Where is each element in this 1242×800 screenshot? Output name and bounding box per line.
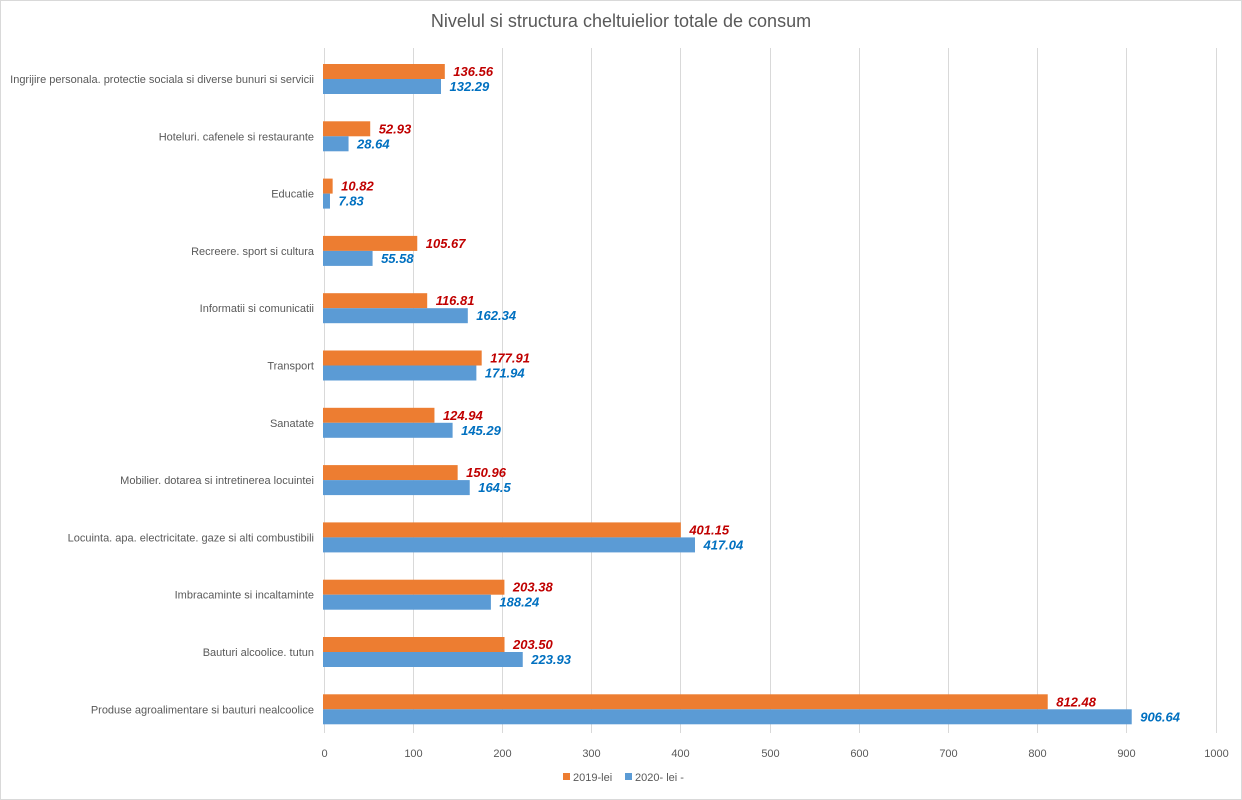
- data-label: 28.64: [356, 136, 390, 151]
- data-label: 177.91: [490, 351, 530, 366]
- data-label: 417.04: [702, 537, 744, 552]
- bar-2019: [323, 64, 445, 79]
- bar-2019: [323, 235, 418, 251]
- category-label: Hoteluri. cafenele si restaurante: [159, 131, 314, 143]
- bar-2019: [323, 350, 482, 366]
- x-tick-label: 800: [1028, 748, 1046, 760]
- category-label: Bauturi alcoolice. tutun: [203, 647, 314, 659]
- x-tick-label: 700: [939, 748, 957, 760]
- x-axis-ticks: 0 100 200 300 400 500 600 700 800 900 1000: [321, 748, 1228, 760]
- bars: [323, 64, 1132, 725]
- bar-2020: [323, 480, 470, 496]
- bar-2020: [323, 193, 330, 209]
- bar-2019: [323, 407, 435, 423]
- bar-2020: [323, 422, 453, 438]
- data-label: 162.34: [476, 308, 517, 323]
- data-label: 203.50: [512, 637, 554, 652]
- data-label: 906.64: [1140, 709, 1181, 724]
- bar-2019: [323, 694, 1048, 710]
- legend-swatch-2020: [625, 773, 632, 780]
- bar-2020: [323, 365, 477, 381]
- category-label: Ingrijire personala. protectie sociala s…: [10, 74, 314, 86]
- category-label: Produse agroalimentare si bauturi nealco…: [91, 704, 314, 716]
- data-label: 136.56: [453, 64, 494, 79]
- data-label: 223.93: [530, 652, 572, 667]
- bar-2019: [323, 293, 428, 309]
- x-tick-label: 400: [671, 748, 689, 760]
- bar-2019: [323, 465, 458, 481]
- data-label: 171.94: [485, 366, 526, 381]
- category-label: Informatii si comunicatii: [200, 303, 314, 315]
- gridlines: [324, 48, 1217, 733]
- x-tick-label: 200: [493, 748, 511, 760]
- legend-label: 2019-lei: [573, 772, 612, 784]
- bar-2019: [323, 178, 333, 194]
- data-label: 52.93: [379, 121, 412, 136]
- bar-2020: [323, 537, 695, 553]
- bar-2020: [323, 709, 1132, 725]
- data-label: 116.81: [436, 293, 475, 308]
- bar-2019: [323, 121, 371, 137]
- category-label: Recreere. sport si cultura: [191, 246, 315, 258]
- data-label: 105.67: [426, 236, 467, 251]
- data-label: 145.29: [461, 423, 502, 438]
- data-label: 188.24: [499, 595, 540, 610]
- category-label: Sanatate: [270, 418, 314, 430]
- category-label: Locuinta. apa. electricitate. gaze si al…: [68, 532, 314, 544]
- category-label: Educatie: [271, 189, 314, 201]
- bar-2019: [323, 637, 505, 652]
- bar-2019: [323, 579, 505, 595]
- chart-title: Nivelul si structura cheltuielior totale…: [430, 11, 812, 31]
- bar-2020: [323, 79, 442, 94]
- category-label: Mobilier. dotarea si intretinerea locuin…: [120, 475, 314, 487]
- category-label: Transport: [267, 361, 314, 373]
- x-tick-label: 500: [761, 748, 779, 760]
- category-label: Imbracaminte si incaltaminte: [175, 590, 314, 602]
- bar-2020: [323, 136, 349, 152]
- data-label: 7.83: [338, 194, 364, 209]
- x-tick-label: 1000: [1204, 748, 1228, 760]
- x-tick-label: 0: [321, 748, 327, 760]
- data-label: 150.96: [466, 465, 507, 480]
- x-tick-label: 100: [404, 748, 422, 760]
- legend-label: 2020- lei -: [635, 772, 684, 784]
- data-label: 203.38: [512, 580, 554, 595]
- bar-2020: [323, 652, 523, 667]
- data-label: 124.94: [443, 408, 484, 423]
- data-label: 164.5: [478, 480, 511, 495]
- bar-2020: [323, 594, 491, 610]
- x-tick-label: 600: [850, 748, 868, 760]
- data-label: 132.29: [450, 79, 491, 94]
- data-label: 10.82: [341, 179, 374, 194]
- data-label: 812.48: [1056, 694, 1097, 709]
- x-tick-label: 300: [582, 748, 600, 760]
- data-label: 401.15: [688, 522, 730, 537]
- legend: 2019-lei 2020- lei -: [563, 772, 684, 784]
- x-tick-label: 900: [1117, 748, 1135, 760]
- category-labels: Ingrijire personala. protectie sociala s…: [10, 74, 315, 716]
- bar-2019: [323, 522, 681, 538]
- data-label: 55.58: [381, 251, 414, 266]
- bar-2020: [323, 250, 373, 266]
- legend-swatch-2019: [563, 773, 570, 780]
- bar-2020: [323, 308, 468, 324]
